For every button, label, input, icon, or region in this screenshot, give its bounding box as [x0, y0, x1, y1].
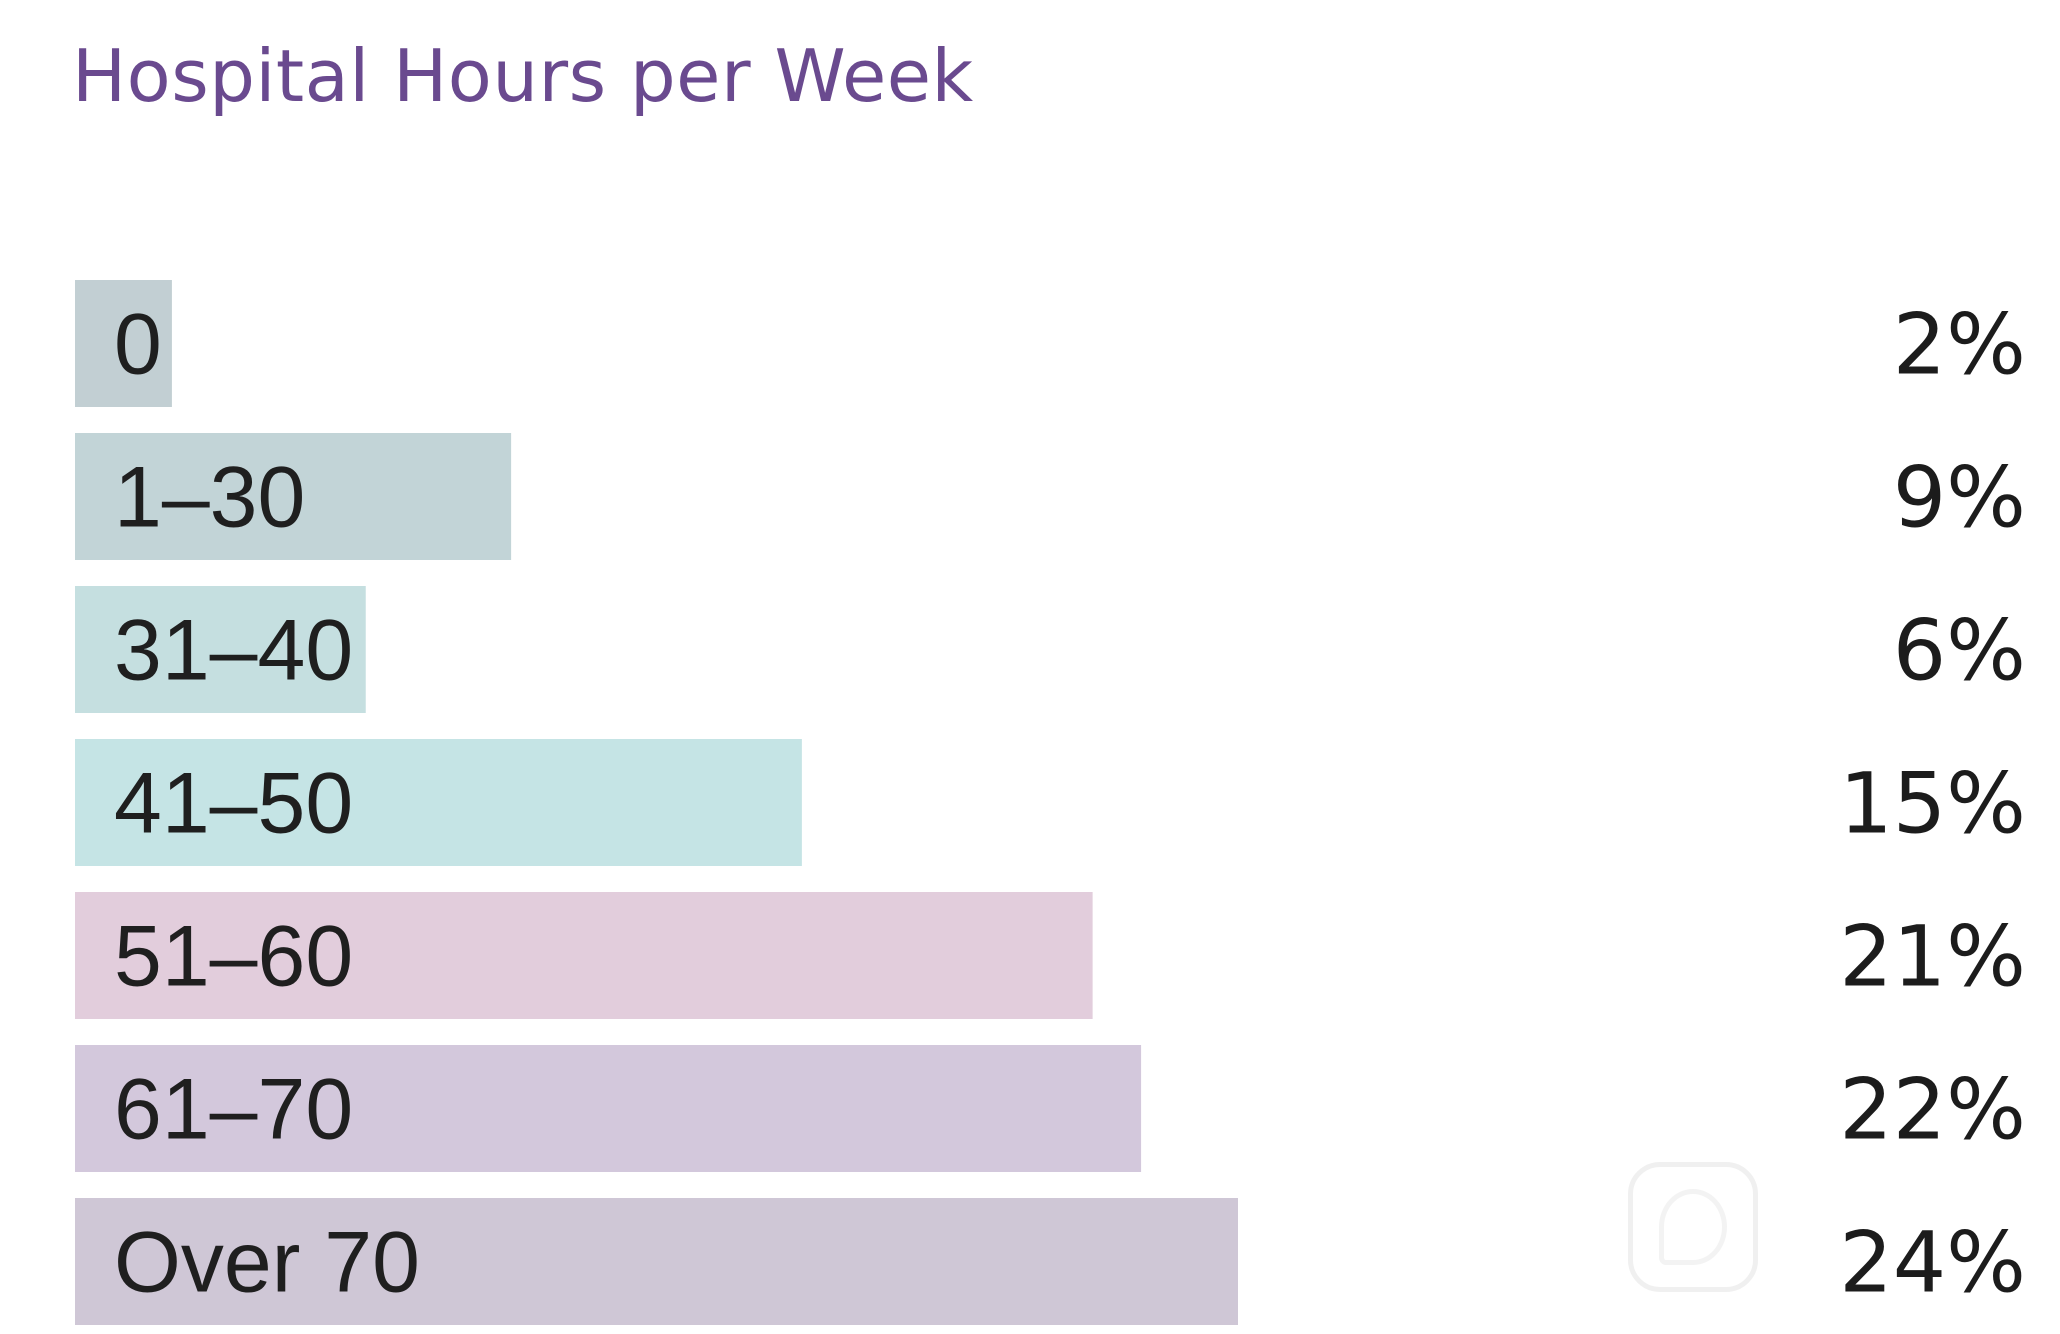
category-label-5: 61–70 — [114, 1062, 353, 1158]
bar-3 — [75, 739, 802, 866]
bar-1 — [75, 433, 512, 560]
bar-2 — [75, 586, 366, 713]
bar-5 — [75, 1045, 1142, 1172]
value-label-2: 6% — [1893, 602, 2026, 700]
category-label-6: Over 70 — [114, 1215, 420, 1311]
category-label-4: 51–60 — [114, 909, 353, 1005]
category-label-3: 41–50 — [114, 756, 353, 852]
value-label-0: 2% — [1893, 296, 2026, 394]
value-label-6: 24% — [1839, 1214, 2026, 1312]
brand-logo-mark — [1659, 1189, 1727, 1265]
bar-4 — [75, 892, 1093, 1019]
bar-6 — [75, 1198, 1238, 1325]
value-label-1: 9% — [1893, 449, 2026, 547]
brand-logo-icon — [1628, 1162, 1758, 1292]
bar-0 — [75, 280, 172, 407]
chart-title: Hospital Hours per Week — [72, 34, 974, 118]
value-label-3: 15% — [1839, 755, 2026, 853]
category-label-0: 0 — [114, 297, 162, 393]
value-label-5: 22% — [1839, 1061, 2026, 1159]
category-label-1: 1–30 — [114, 450, 305, 546]
value-label-4: 21% — [1839, 908, 2026, 1006]
category-label-2: 31–40 — [114, 603, 353, 699]
